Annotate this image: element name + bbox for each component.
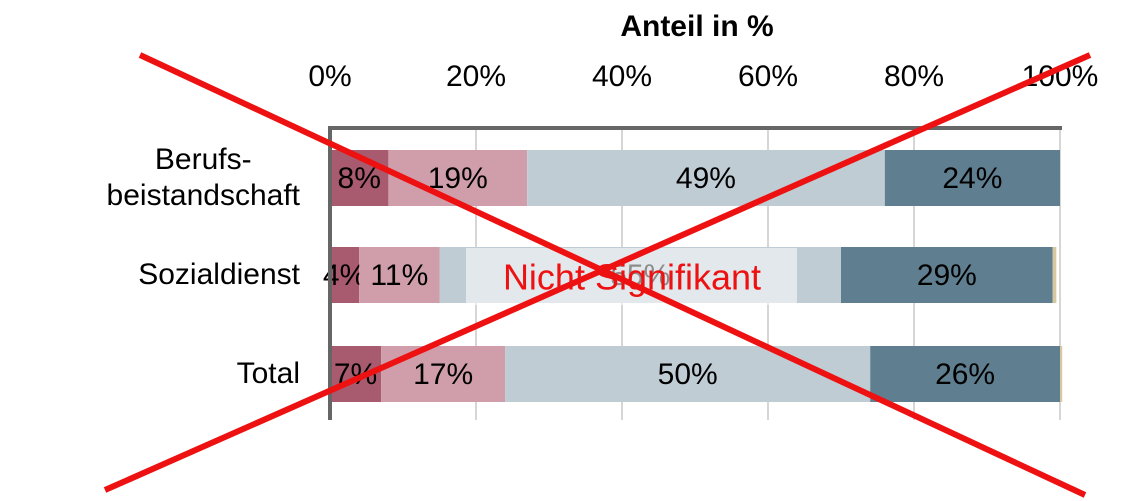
- data-label: 11%: [370, 259, 428, 292]
- cross-line: [138, 52, 1087, 498]
- category-label: Berufs- beistandschaft: [106, 143, 300, 212]
- category-label-box: Total: [0, 324, 300, 424]
- cross-line: [103, 52, 1092, 493]
- bar-segment: [505, 346, 871, 402]
- x-tick-label: 40%: [592, 60, 652, 93]
- bar-segment: [870, 346, 1060, 402]
- chart-title: Anteil in %: [620, 10, 773, 43]
- bar-segment: [884, 150, 1060, 206]
- x-tick-label: 100%: [1022, 60, 1099, 93]
- data-label: 19%: [428, 162, 488, 195]
- x-tick-label: 60%: [738, 60, 798, 93]
- bar-segment: [381, 346, 506, 402]
- bar-segment: [1060, 346, 1063, 402]
- data-label: 49%: [676, 162, 736, 195]
- x-tick-label: 80%: [884, 60, 944, 93]
- bar-segment: [841, 247, 1053, 303]
- category-label-wrap: Berufs- beistandschaft: [0, 128, 300, 228]
- data-label: 17%: [413, 358, 473, 391]
- bar-segment: [388, 150, 528, 206]
- bar-segment: [359, 247, 440, 303]
- data-label: 24%: [942, 162, 1002, 195]
- x-tick-label: 0%: [308, 60, 351, 93]
- data-label: 50%: [658, 358, 718, 391]
- data-label: 8%: [338, 162, 381, 195]
- bar-segment: [330, 247, 360, 303]
- bar-segment: [1052, 247, 1057, 303]
- data-label: 29%: [917, 259, 977, 292]
- data-label: 26%: [935, 358, 995, 391]
- category-label-wrap: Total: [0, 324, 300, 424]
- category-label-wrap: Sozialdienst: [0, 225, 300, 325]
- category-label: Total: [236, 357, 300, 390]
- category-label-box: Sozialdienst: [0, 225, 300, 325]
- category-label: Sozialdienst: [138, 258, 300, 291]
- x-tick-label: 20%: [446, 60, 506, 93]
- category-label-box: Berufs- beistandschaft: [0, 128, 300, 228]
- annotation: Nicht Signifikant: [503, 257, 761, 298]
- bar-segment: [527, 150, 885, 206]
